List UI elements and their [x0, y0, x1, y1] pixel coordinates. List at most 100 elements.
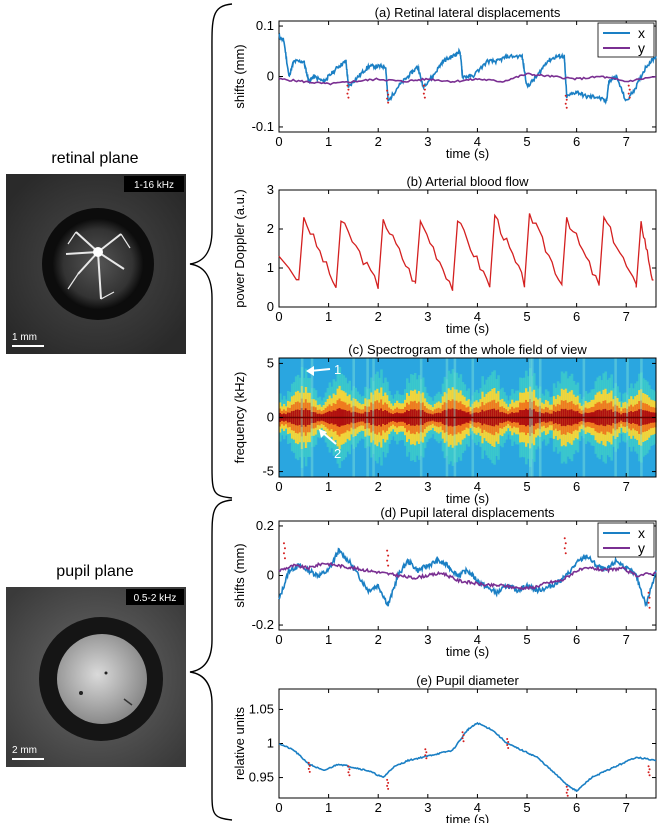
y-axis-label: power Doppler (a.u.) [232, 189, 247, 308]
outlier-point [424, 748, 427, 751]
y-tick-label: 0.95 [249, 770, 274, 785]
legend-label-y: y [638, 540, 645, 556]
outlier-point [461, 731, 464, 734]
x-axis-label: time (s) [446, 812, 489, 823]
y-series-line [278, 72, 657, 86]
x-axis-label: time (s) [446, 491, 489, 506]
outlier-point [347, 88, 350, 91]
outlier-point [648, 768, 651, 771]
x-tick-label: 1 [325, 800, 332, 815]
outlier-point [347, 771, 350, 774]
x-tick-label: 5 [523, 632, 530, 647]
x-tick-label: 0 [275, 479, 282, 494]
outlier-point [387, 781, 390, 784]
y-tick-label: 0 [267, 410, 274, 425]
outlier-point [628, 96, 631, 99]
y-tick-label: -0.1 [252, 119, 274, 134]
outlier-point [506, 744, 509, 746]
x-tick-label: 6 [573, 479, 580, 494]
y-tick-label: 1.05 [249, 701, 274, 716]
x-tick-label: 4 [474, 479, 481, 494]
outlier-point [387, 787, 390, 790]
outlier-point [347, 96, 350, 99]
x-axis-label: time (s) [446, 146, 489, 161]
outlier-point [461, 737, 464, 740]
outlier-point [283, 547, 286, 550]
chart-title: (a) Retinal lateral displacements [375, 5, 561, 20]
y-tick-label: -5 [262, 464, 274, 479]
x-tick-label: 4 [474, 309, 481, 324]
x-tick-label: 5 [523, 134, 530, 149]
x-tick-label: 2 [375, 632, 382, 647]
x-tick-label: 5 [523, 800, 530, 815]
outlier-point [423, 88, 426, 91]
y-tick-label: 1 [267, 260, 274, 275]
y-tick-label: 5 [267, 355, 274, 370]
outlier-point [346, 84, 349, 87]
outlier-point [308, 770, 311, 773]
outlier-point [647, 771, 650, 774]
x-tick-label: 6 [573, 800, 580, 815]
outlier-point [283, 557, 286, 560]
y-axis-label: shifts (mm) [232, 543, 247, 607]
y-axis-label: shifts (mm) [232, 44, 247, 108]
outlier-point [564, 542, 567, 545]
legend-label-x: x [638, 525, 645, 541]
x-tick-label: 3 [424, 309, 431, 324]
y-tick-label: 0 [267, 299, 274, 314]
outlier-point [282, 542, 285, 545]
outlier-point [648, 596, 651, 599]
annotation-label-1: 1 [334, 362, 341, 377]
x-tick-label: 5 [523, 479, 530, 494]
x-tick-label: 2 [375, 309, 382, 324]
outlier-point [563, 547, 566, 550]
retinal-image: 1-16 kHz 1 mm [6, 174, 186, 354]
outlier-point [647, 591, 650, 594]
outlier-point [308, 764, 311, 767]
x-tick-label: 7 [623, 800, 630, 815]
x-tick-label: 7 [623, 479, 630, 494]
outlier-point [462, 734, 465, 737]
x-axis-label: time (s) [446, 644, 489, 659]
outlier-point [565, 98, 568, 101]
diameter-line [278, 721, 657, 793]
outlier-point [507, 741, 510, 743]
outlier-point [387, 564, 390, 567]
x-tick-label: 3 [424, 632, 431, 647]
x-tick-label: 4 [474, 632, 481, 647]
outlier-point [307, 761, 310, 764]
y-tick-label: 3 [267, 182, 274, 197]
outlier-point [425, 757, 428, 760]
outlier-point [627, 92, 630, 95]
x-tick-label: 4 [474, 800, 481, 815]
plot-frame [278, 688, 657, 799]
outlier-point [565, 791, 568, 794]
outlier-point [424, 754, 427, 757]
outlier-point [387, 93, 390, 96]
pupil-plane-label: pupil plane [56, 563, 134, 580]
panel-d: (d) Pupil lateral displacements 0 1 2 3 4 5 6 7 0… [232, 505, 657, 659]
x-tick-label: 0 [275, 309, 282, 324]
x-tick-label: 0 [275, 800, 282, 815]
legend-box [597, 22, 655, 58]
blood-flow-line [278, 213, 654, 291]
outlier-point [423, 96, 426, 99]
x-tick-label: 1 [325, 134, 332, 149]
pupil-image: 0.5-2 kHz 2 mm [6, 587, 186, 767]
x-tick-label: 3 [424, 134, 431, 149]
outlier-point [647, 601, 650, 604]
outlier-point [386, 778, 389, 781]
x-tick-label: 2 [375, 800, 382, 815]
outlier-point [387, 554, 390, 557]
pupil-scale-label: 2 mm [12, 745, 37, 756]
x-tick-label: 0 [275, 134, 282, 149]
annotation-arrowhead-2 [319, 429, 327, 438]
y-tick-label: 1 [267, 736, 274, 751]
y-tick-label: 0 [267, 69, 274, 84]
outlier-point [648, 606, 651, 609]
outlier-point [628, 88, 631, 91]
chart-title: (b) Arterial blood flow [406, 174, 529, 189]
y-tick-label: 0.2 [256, 518, 274, 533]
outlier-point [422, 92, 425, 95]
